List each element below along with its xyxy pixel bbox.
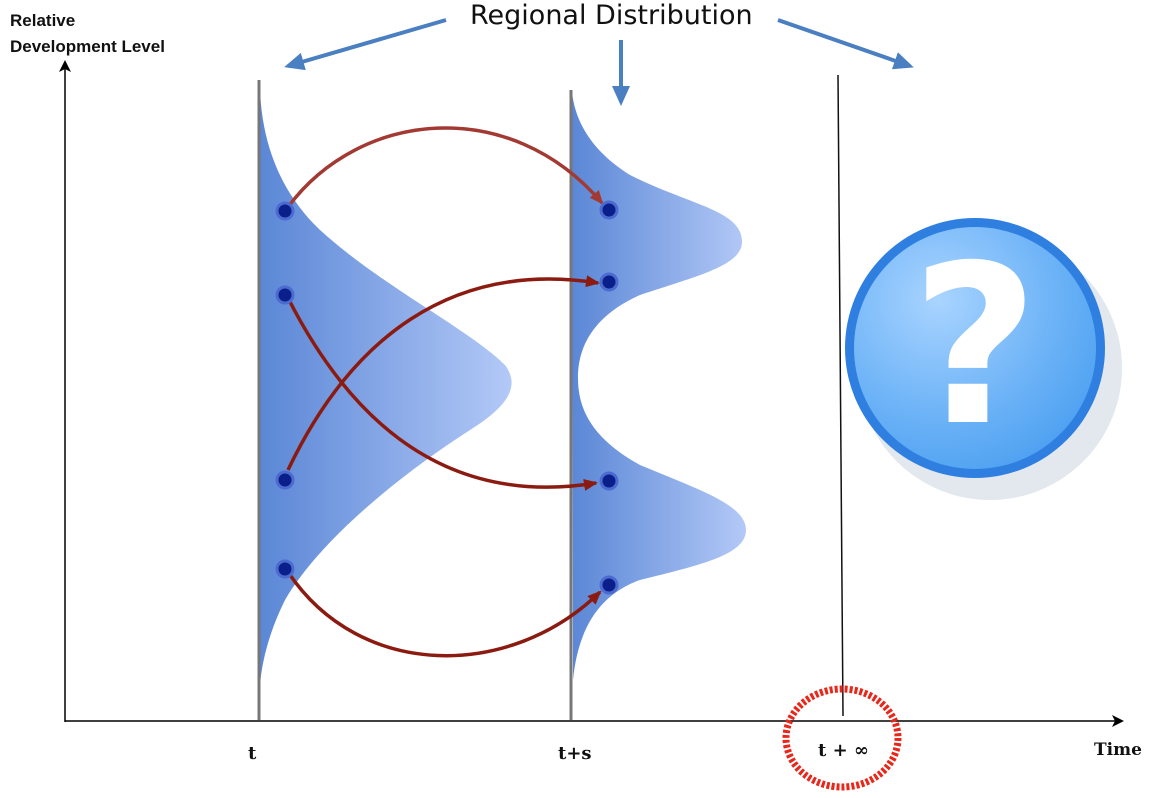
- y-axis-label: Relative Development Level: [10, 8, 165, 60]
- transition-arrow-4: [286, 571, 602, 658]
- y-axis-label-line2: Development Level: [10, 37, 165, 56]
- diagram-title: Regional Distribution: [470, 0, 753, 31]
- distribution-ts: [572, 92, 746, 680]
- tick-label-tinf: t + ∞: [818, 740, 869, 761]
- region-dot-t-2: [275, 285, 295, 305]
- region-dot-ts-3: [599, 471, 619, 491]
- highlight-circle: [782, 685, 902, 791]
- region-dot-ts-4: [599, 575, 619, 595]
- question-mark-icon: ?: [845, 218, 1122, 500]
- transition-arrow-3: [286, 297, 598, 491]
- y-axis-label-line1: Relative: [10, 11, 76, 30]
- transition-arrow-2: [286, 275, 600, 471]
- region-dot-t-3: [275, 470, 295, 490]
- pointer-arrow-left: [284, 18, 447, 71]
- region-dot-t-1: [275, 201, 295, 221]
- region-dot-ts-1: [599, 200, 619, 220]
- region-dot-t-4: [275, 559, 295, 579]
- tick-label-ts: t+s: [558, 743, 592, 764]
- question-mark-glyph: ?: [911, 218, 1039, 474]
- time-line-tinf: [837, 74, 844, 717]
- transition-arrow-1: [286, 126, 604, 209]
- tick-label-t: t: [248, 743, 257, 764]
- x-axis-label: Time: [1094, 740, 1142, 760]
- distribution-t: [260, 90, 512, 685]
- region-dot-ts-2: [599, 272, 619, 292]
- pointer-arrow-right: [777, 18, 914, 70]
